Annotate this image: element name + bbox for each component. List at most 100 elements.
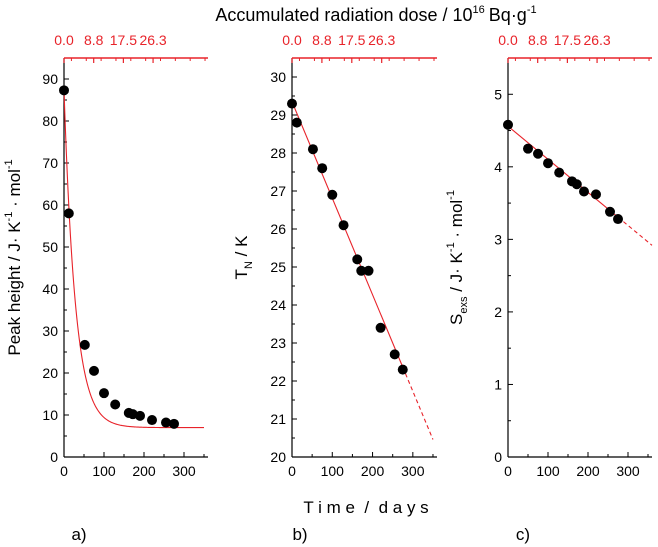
y-axis-label-tail: / J· K [447, 251, 466, 296]
x-tick-label: 0 [504, 463, 512, 479]
data-point [579, 186, 589, 197]
data-point [352, 254, 363, 265]
x-tick-label: 200 [361, 463, 385, 479]
y-tick-label: 1 [494, 376, 502, 392]
data-point [591, 189, 601, 200]
y-tick-label: 26 [270, 221, 286, 237]
data-point [554, 167, 565, 178]
data-point [338, 220, 349, 231]
data-point [291, 117, 302, 128]
x-tick-label: 0 [60, 463, 68, 479]
y-tick-label: 22 [270, 373, 286, 389]
top-tick-label: 8.8 [84, 32, 104, 48]
data-point [169, 418, 179, 429]
x-tick-label: 300 [401, 463, 425, 479]
y-tick-label: 40 [42, 281, 58, 297]
y-tick-label: 50 [42, 239, 58, 255]
y-tick-label: 3 [494, 231, 502, 247]
x-tick-label: 100 [321, 463, 345, 479]
y-axis-label-exponent: -1 [3, 212, 15, 222]
y-axis-label-text: T [232, 269, 251, 279]
y-tick-label: 90 [42, 71, 58, 87]
data-point [363, 265, 374, 276]
data-point [605, 206, 615, 217]
y-tick-label: 21 [270, 411, 286, 427]
top-tick-label: 0.0 [54, 32, 74, 48]
y-tick-label: 29 [270, 107, 286, 123]
fit-line-extrapolation [617, 216, 653, 246]
figure-title: Accumulated radiation dose / 1016 Bq·g-1 [215, 4, 536, 25]
data-point [397, 364, 408, 375]
top-tick-label: 17.5 [110, 32, 137, 48]
fit-line-extrapolation [402, 366, 434, 440]
x-tick-label: 0 [288, 463, 296, 479]
top-tick-label: 26.3 [139, 32, 166, 48]
data-point [523, 143, 533, 154]
data-point [147, 415, 157, 426]
data-point [613, 214, 623, 225]
y-axis-label-tail: / K [232, 235, 251, 261]
top-tick-label: 0.0 [498, 32, 518, 48]
y-tick-label: 20 [42, 365, 58, 381]
data-point [307, 144, 318, 155]
data-point [327, 189, 338, 200]
panel-label: c) [516, 525, 530, 544]
y-axis-label-tail2: · mol [447, 200, 466, 243]
x-tick-label: 100 [92, 463, 116, 479]
figure-title-exponent: 16 [473, 4, 485, 16]
data-point [79, 339, 90, 350]
top-tick-label: 17.5 [554, 32, 581, 48]
top-tick-label: 26.3 [368, 32, 395, 48]
panel-label: b) [292, 525, 307, 544]
y-tick-label: 30 [42, 323, 58, 339]
y-tick-label: 28 [270, 145, 286, 161]
y-tick-label: 23 [270, 335, 286, 351]
data-point [135, 410, 145, 421]
y-axis-label: Peak height / J· K-1 · mol-1 [3, 159, 24, 355]
y-axis-label-text: S [447, 314, 466, 325]
figure-title-text: Accumulated radiation dose / 10 [215, 5, 472, 25]
x-tick-label: 100 [536, 463, 560, 479]
y-tick-label: 0 [494, 449, 502, 465]
y-axis-label-text: Peak height / J· K [5, 221, 24, 356]
y-tick-label: 25 [270, 259, 286, 275]
top-tick-label: 26.3 [583, 32, 610, 48]
fit-line [291, 101, 404, 368]
fit-curve [63, 89, 204, 429]
figure-title-unit-exponent: -1 [527, 4, 537, 16]
top-tick-label: 0.0 [282, 32, 302, 48]
y-tick-label: 60 [42, 197, 58, 213]
shared-x-axis-label: T i m e / d a y s [303, 498, 428, 517]
data-point [389, 349, 400, 360]
top-tick-label: 17.5 [338, 32, 365, 48]
data-point [287, 98, 297, 109]
data-point [543, 158, 553, 169]
data-point [317, 163, 328, 174]
top-tick-label: 8.8 [528, 32, 548, 48]
data-point [63, 208, 74, 219]
data-point [110, 399, 121, 410]
y-tick-label: 2 [494, 304, 502, 320]
x-tick-label: 200 [576, 463, 600, 479]
top-tick-label: 8.8 [312, 32, 332, 48]
x-tick-label: 200 [132, 463, 156, 479]
y-axis-label-tail-exponent: -1 [3, 159, 15, 169]
y-axis-label-tail2-exponent: -1 [445, 190, 457, 200]
y-tick-label: 20 [270, 449, 286, 465]
panel-1: 0 10 20 30 40 50 60 70 80 90 0 100 200 300 0.0 8.8 17.5 2… [3, 32, 208, 544]
x-tick-label: 300 [616, 463, 640, 479]
data-point [99, 388, 109, 399]
y-tick-label: 80 [42, 113, 58, 129]
y-tick-label: 5 [494, 86, 502, 102]
y-axis-label: Sexs / J· K-1 · mol-1 [445, 190, 470, 325]
y-axis-label: TN / K [232, 235, 255, 280]
data-point [533, 148, 543, 159]
y-axis-label-subscript: N [243, 261, 255, 269]
y-axis-label-tail-exponent: -1 [445, 242, 457, 252]
data-point [375, 322, 386, 333]
figure-title-unit: Bq·g [489, 5, 527, 25]
y-tick-label: 30 [270, 69, 286, 85]
y-axis-label-tail: · mol [5, 169, 24, 212]
